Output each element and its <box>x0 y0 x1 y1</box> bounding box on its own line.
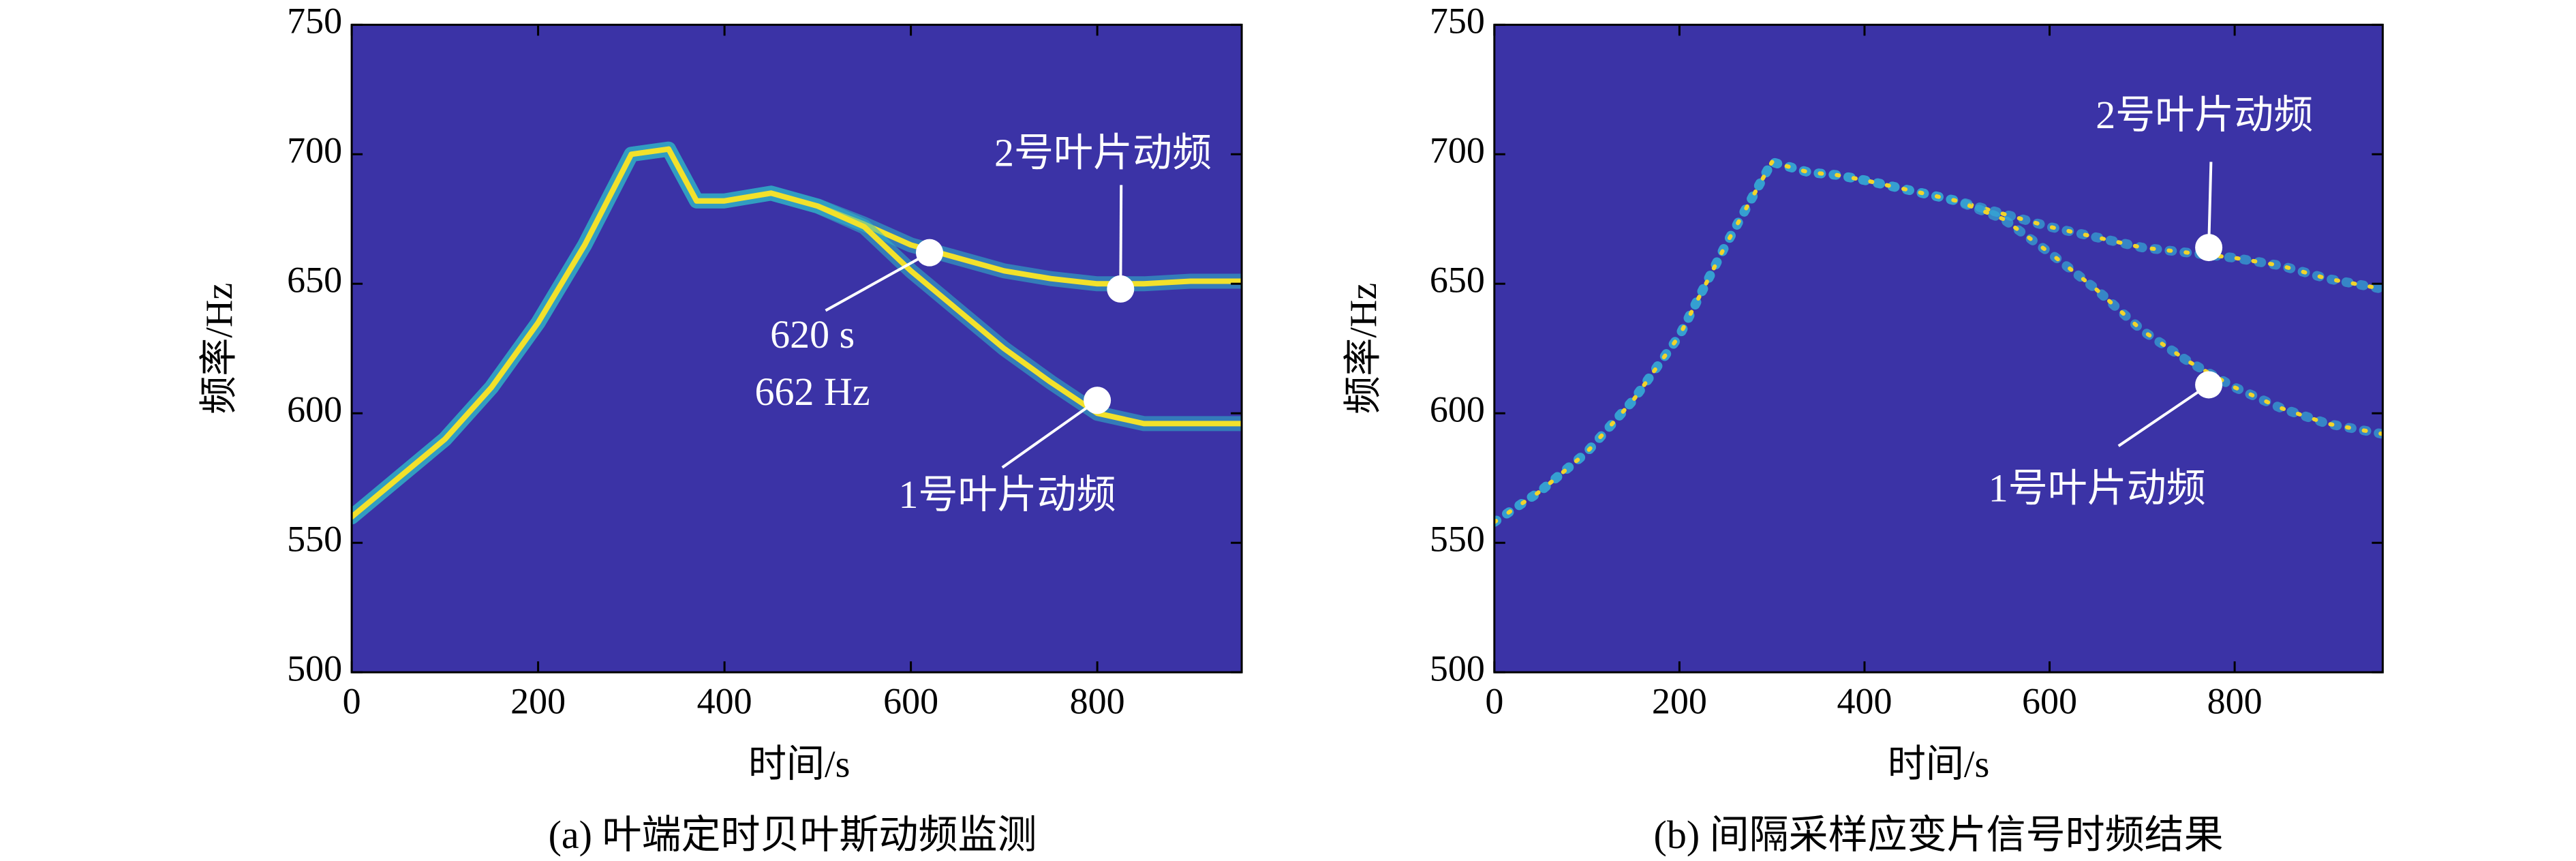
x-tick-label: 800 <box>2207 681 2263 722</box>
annotation-leader <box>825 251 930 312</box>
x-tick-label: 400 <box>697 681 752 722</box>
annotation-leader <box>2117 383 2210 447</box>
annotation-label: 1号叶片动频 <box>899 472 1116 517</box>
y-tick-label: 650 <box>287 260 342 301</box>
annotation-leader <box>1119 185 1123 289</box>
annotation-leader <box>2207 162 2213 248</box>
x-axis-label: 时间/s <box>1888 744 1989 786</box>
x-tick-label: 400 <box>1837 681 1892 722</box>
axes-box <box>1493 23 2384 674</box>
y-tick-label: 700 <box>1430 130 1485 171</box>
y-tick-label: 750 <box>287 1 342 42</box>
axes-box <box>350 23 1243 674</box>
y-tick-label: 700 <box>287 130 342 171</box>
ridge <box>352 146 1242 520</box>
y-axis-label: 频率/Hz <box>1343 283 1385 414</box>
annotation-point <box>2195 234 2223 262</box>
x-tick-label: 600 <box>2022 681 2077 722</box>
y-axis-label: 频率/Hz <box>198 283 241 414</box>
y-tick-label: 600 <box>287 389 342 430</box>
y-tick-label: 650 <box>1430 260 1485 301</box>
y-tick-label: 550 <box>287 519 342 560</box>
x-tick-label: 200 <box>510 681 566 722</box>
x-tick-label: 0 <box>343 681 361 722</box>
plot-background <box>352 25 1242 673</box>
x-tick-label: 0 <box>1485 681 1503 722</box>
y-tick-label: 600 <box>1430 389 1485 430</box>
annotation-point <box>1107 275 1135 303</box>
annotation-label: 1号叶片动频 <box>1989 466 2206 510</box>
annotation-point <box>1084 387 1111 414</box>
plot-area <box>352 141 1242 525</box>
caption: (a) 叶端定时贝叶斯动频监测 <box>549 813 1037 857</box>
annotation-label: 662 Hz <box>755 369 870 414</box>
x-tick-label: 600 <box>883 681 938 722</box>
x-axis-label: 时间/s <box>748 744 850 786</box>
annotation-point <box>2195 371 2223 399</box>
y-tick-label: 550 <box>1430 519 1485 560</box>
annotation-label: 2号叶片动频 <box>994 130 1212 175</box>
y-tick-label: 500 <box>287 648 342 689</box>
y-tick-label: 750 <box>1430 1 1485 42</box>
y-tick-label: 500 <box>1430 648 1485 689</box>
plot-background <box>1494 25 2383 673</box>
x-tick-label: 800 <box>1070 681 1125 722</box>
annotation-point <box>915 239 943 267</box>
x-tick-label: 200 <box>1652 681 1707 722</box>
annotation-label: 620 s <box>770 312 855 357</box>
caption: (b) 间隔采样应变片信号时频结果 <box>1654 813 2224 857</box>
annotation-leader <box>1001 399 1099 469</box>
annotation-label: 2号叶片动频 <box>2096 93 2313 137</box>
